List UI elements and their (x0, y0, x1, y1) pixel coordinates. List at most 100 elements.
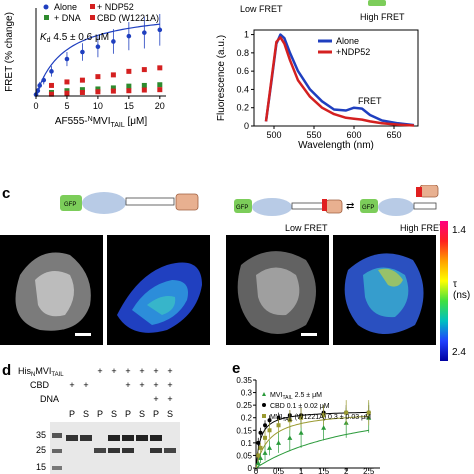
row-his-label: HisNMVITAIL (18, 366, 64, 378)
panel-b-xtick-label: 600 (346, 130, 361, 140)
panel-b-xtick-label: 650 (386, 130, 401, 140)
panel-a-xtick-label: 10 (93, 101, 103, 111)
ndp52-point (110, 72, 116, 78)
w1221a-point (256, 453, 261, 458)
scale-bottom-label: 2.4 (452, 347, 466, 358)
legend-dna-marker (44, 15, 49, 20)
w1221a-point (321, 413, 326, 418)
micrograph-gfp-1 (0, 235, 103, 345)
w1221a-point (263, 435, 268, 440)
mvi-point (298, 430, 304, 435)
lane-label: P (125, 409, 131, 419)
panel-a-kd: Kd 4.5 ± 0.6 μM (40, 32, 109, 44)
panel-b-xlabel: Wavelength (nm) (298, 140, 374, 150)
legend-e-mvi-label: MVITAIL 2.5 ± μM (270, 392, 322, 401)
marker-band-35 (52, 433, 62, 438)
alone-point (64, 56, 70, 62)
mvi-point (267, 445, 273, 450)
panel-b-low-fret: Low FRET (240, 4, 283, 14)
panel-e-ytick-label: 0 (248, 464, 253, 473)
legend-ndp52-marker (90, 4, 95, 9)
w1221a-point (344, 410, 349, 415)
cbd-point (263, 423, 268, 428)
his-sign: + (125, 366, 130, 376)
panel-e-ytick-label: 0.1 (241, 439, 253, 448)
band-lane7 (150, 435, 162, 441)
cbd-sign: + (139, 380, 144, 390)
legend-alone-marker (43, 4, 49, 10)
cbd-sign: + (83, 380, 88, 390)
his-sign: + (167, 366, 172, 376)
lever-2 (291, 202, 325, 210)
mvi-point (276, 440, 282, 445)
w1221a-fit-curve (255, 415, 369, 469)
panel-e-ytick-label: 0.25 (236, 401, 252, 410)
ndp52-spectrum-line (264, 36, 415, 127)
panel-b-chart: Low FRET High FRET 0 0.2 0.4 0.6 0.8 1 500 550… (216, 0, 419, 151)
panel-c: c GFP GFP ⇄ GFP Low FRET High FRET (0, 185, 474, 361)
dna-point (110, 85, 116, 91)
gfp-block-3 (360, 199, 378, 213)
band-lane8 (164, 448, 176, 453)
gfp-label-1: GFP (64, 202, 76, 208)
scale-top-label: 1.4 (452, 225, 466, 236)
panel-c-letter: c (2, 185, 11, 202)
dna-point (157, 82, 163, 88)
alone-point (111, 39, 116, 44)
cbd-point (256, 440, 261, 445)
tail-block-3 (419, 185, 439, 198)
his-sign: + (153, 366, 158, 376)
band-lane6 (136, 435, 148, 441)
alone-point (157, 27, 163, 33)
mvi-point (262, 450, 268, 455)
mvi-fit-curve (255, 429, 369, 469)
lane-label: S (139, 409, 145, 419)
cbd-point (95, 89, 101, 95)
legend-dna-label: + DNA (54, 13, 81, 23)
gfp-label-2: GFP (236, 205, 248, 211)
dna-point (95, 86, 101, 92)
legend-cbd-label: CBD (W1221A) (97, 13, 159, 23)
tail-block-2 (325, 199, 343, 214)
cbd-point (141, 87, 147, 93)
lifetime-color-scale (440, 221, 448, 361)
panel-b-ytick-label: 0.8 (236, 48, 249, 58)
equilibrium-arrows: ⇄ (346, 201, 354, 212)
panel-b-ytick-label: 0.2 (236, 103, 249, 113)
w1221a-point (287, 418, 292, 423)
myosin-body-3 (378, 198, 414, 216)
red-dye-2 (322, 199, 327, 211)
cbd-point (258, 430, 263, 435)
band-lane3 (94, 448, 106, 453)
panel-e-xtick-label: 2.5 (363, 467, 375, 474)
scale-unit-label: τ (ns) (453, 279, 471, 301)
his-sign: + (97, 366, 102, 376)
tail-block-1 (175, 193, 199, 211)
panel-b-ytick-label: 0.6 (236, 66, 249, 76)
dna-point (79, 87, 85, 93)
cbd-sign: + (69, 380, 74, 390)
cbd-sign: + (153, 380, 158, 390)
alone-point (142, 30, 147, 35)
mvi-point (321, 425, 327, 430)
mvi-point (287, 435, 293, 440)
alone-point (35, 88, 41, 94)
row-cbd-label: CBD (30, 380, 50, 390)
dna-sign: + (153, 394, 158, 404)
panel-b-ytick-label: 0 (244, 121, 249, 131)
lever-3 (413, 202, 437, 210)
panel-a-xtick-label: 0 (33, 101, 38, 111)
panel-a-xtick-label: 5 (64, 101, 69, 111)
legend-e-cbd-label: CBD 0.1 ± 0.02 μM (270, 403, 330, 410)
legend-e-cbd-marker (262, 403, 266, 407)
w1221a-point (366, 410, 371, 415)
w1221a-point (267, 428, 272, 433)
panel-a-xtick-label: 15 (124, 101, 134, 111)
band-lane5 (122, 435, 134, 441)
panel-b-fret-annotation: FRET (358, 96, 382, 106)
alone-point (37, 83, 43, 88)
panel-b-ytick-label: 1 (244, 30, 249, 40)
his-sign: + (139, 366, 144, 376)
panel-b-frame (253, 29, 419, 127)
